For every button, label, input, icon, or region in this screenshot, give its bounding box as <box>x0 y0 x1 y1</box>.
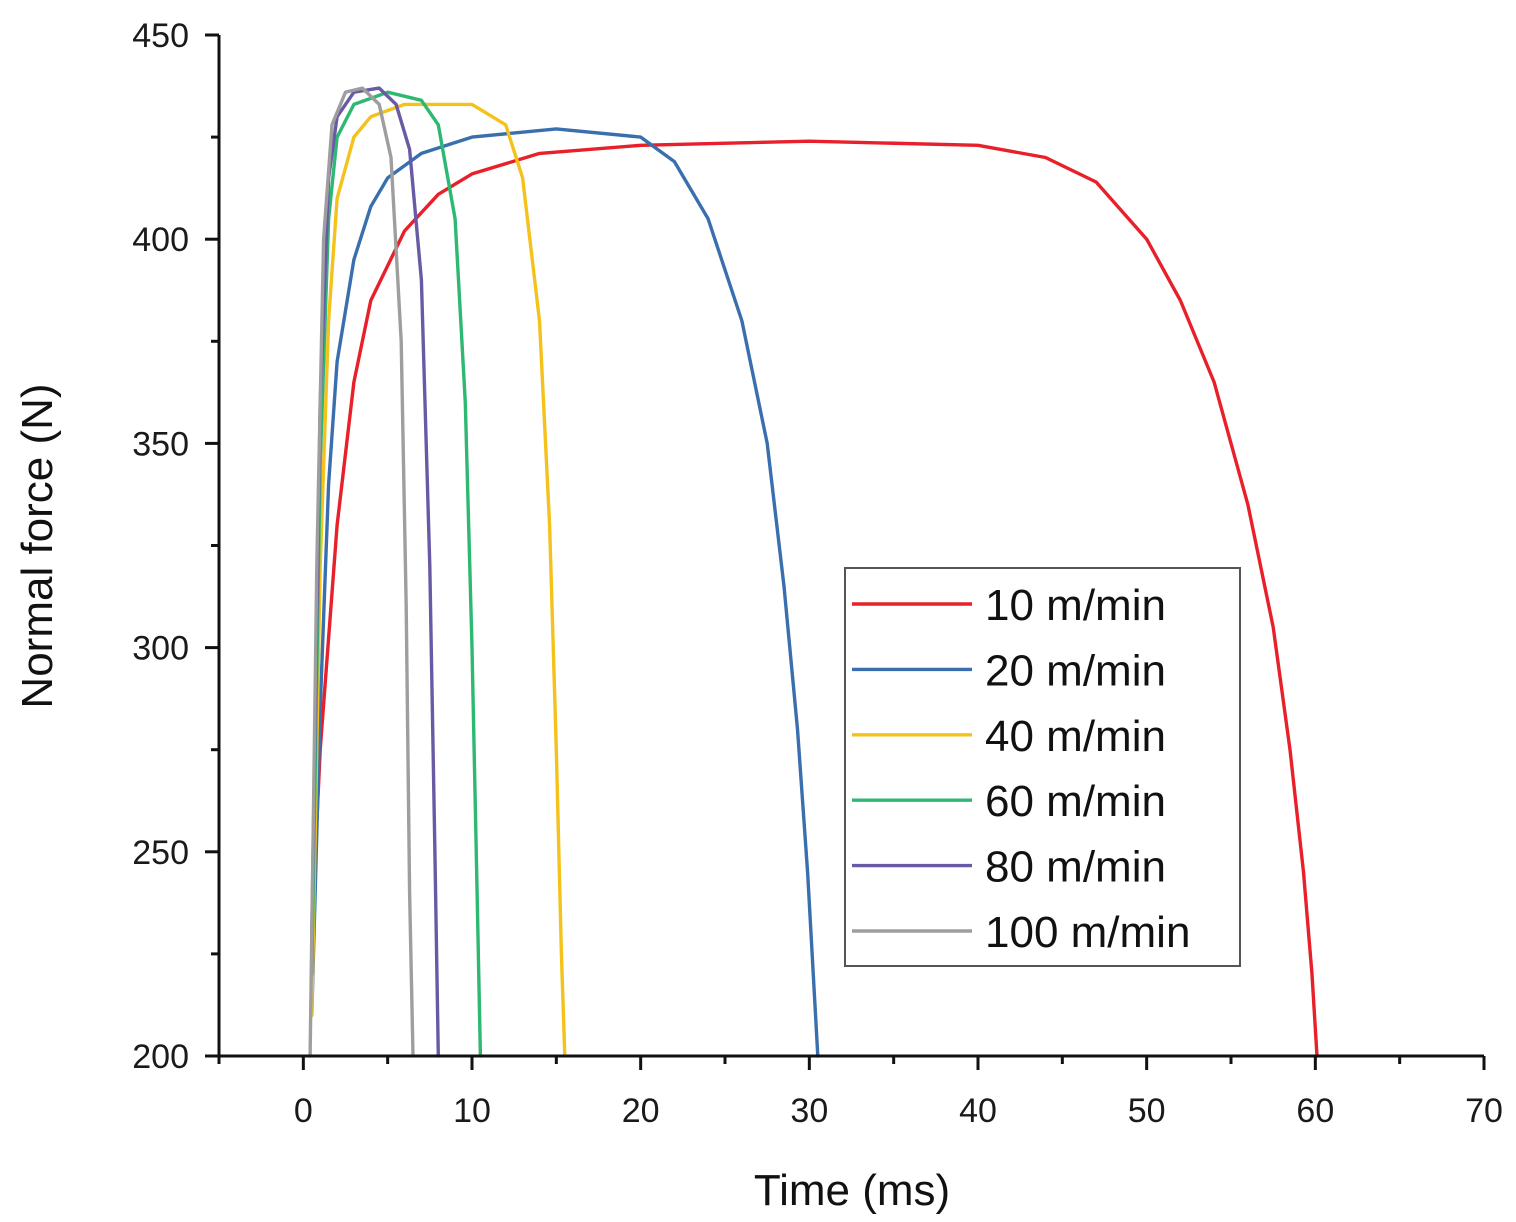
series-line-20-m-min <box>310 127 820 1058</box>
series-line-40-m-min <box>310 102 567 1058</box>
y-tick-label: 450 <box>132 17 189 55</box>
series-line-10-m-min <box>311 139 1319 1058</box>
x-axis-title: Time (ms) <box>754 1166 950 1215</box>
x-tick-label: 10 <box>453 1092 491 1130</box>
legend-label: 20 m/min <box>985 646 1166 695</box>
x-tick-label: 50 <box>1128 1092 1166 1130</box>
x-tick-label: 0 <box>294 1092 313 1130</box>
x-tick-label: 70 <box>1465 1092 1503 1130</box>
legend-label: 100 m/min <box>985 908 1190 957</box>
legend-label: 10 m/min <box>985 581 1166 630</box>
y-tick-label: 300 <box>132 630 189 668</box>
y-axis-title: Normal force (N) <box>13 383 62 708</box>
y-tick-label: 350 <box>132 425 189 463</box>
series-layer <box>308 86 1319 1058</box>
x-tick-label: 30 <box>790 1092 828 1130</box>
y-tick-label: 400 <box>132 221 189 259</box>
legend-label: 40 m/min <box>985 712 1166 761</box>
x-tick-label: 60 <box>1296 1092 1334 1130</box>
x-tick-label: 20 <box>622 1092 660 1130</box>
axes: 0 10 20 30 40 50 60 70 200 250 300 350 400 450 <box>132 17 1503 1130</box>
series-line-80-m-min <box>310 86 440 1058</box>
legend-label: 60 m/min <box>985 777 1166 826</box>
series-line-100-m-min <box>308 86 415 1058</box>
x-tick-label: 40 <box>959 1092 997 1130</box>
y-tick-label: 200 <box>132 1038 189 1076</box>
legend: 10 m/min 20 m/min 40 m/min 60 m/min 80 m/min… <box>844 567 1241 967</box>
legend-box <box>844 567 1241 967</box>
y-tick-label: 250 <box>132 834 189 872</box>
legend-label: 80 m/min <box>985 843 1166 892</box>
